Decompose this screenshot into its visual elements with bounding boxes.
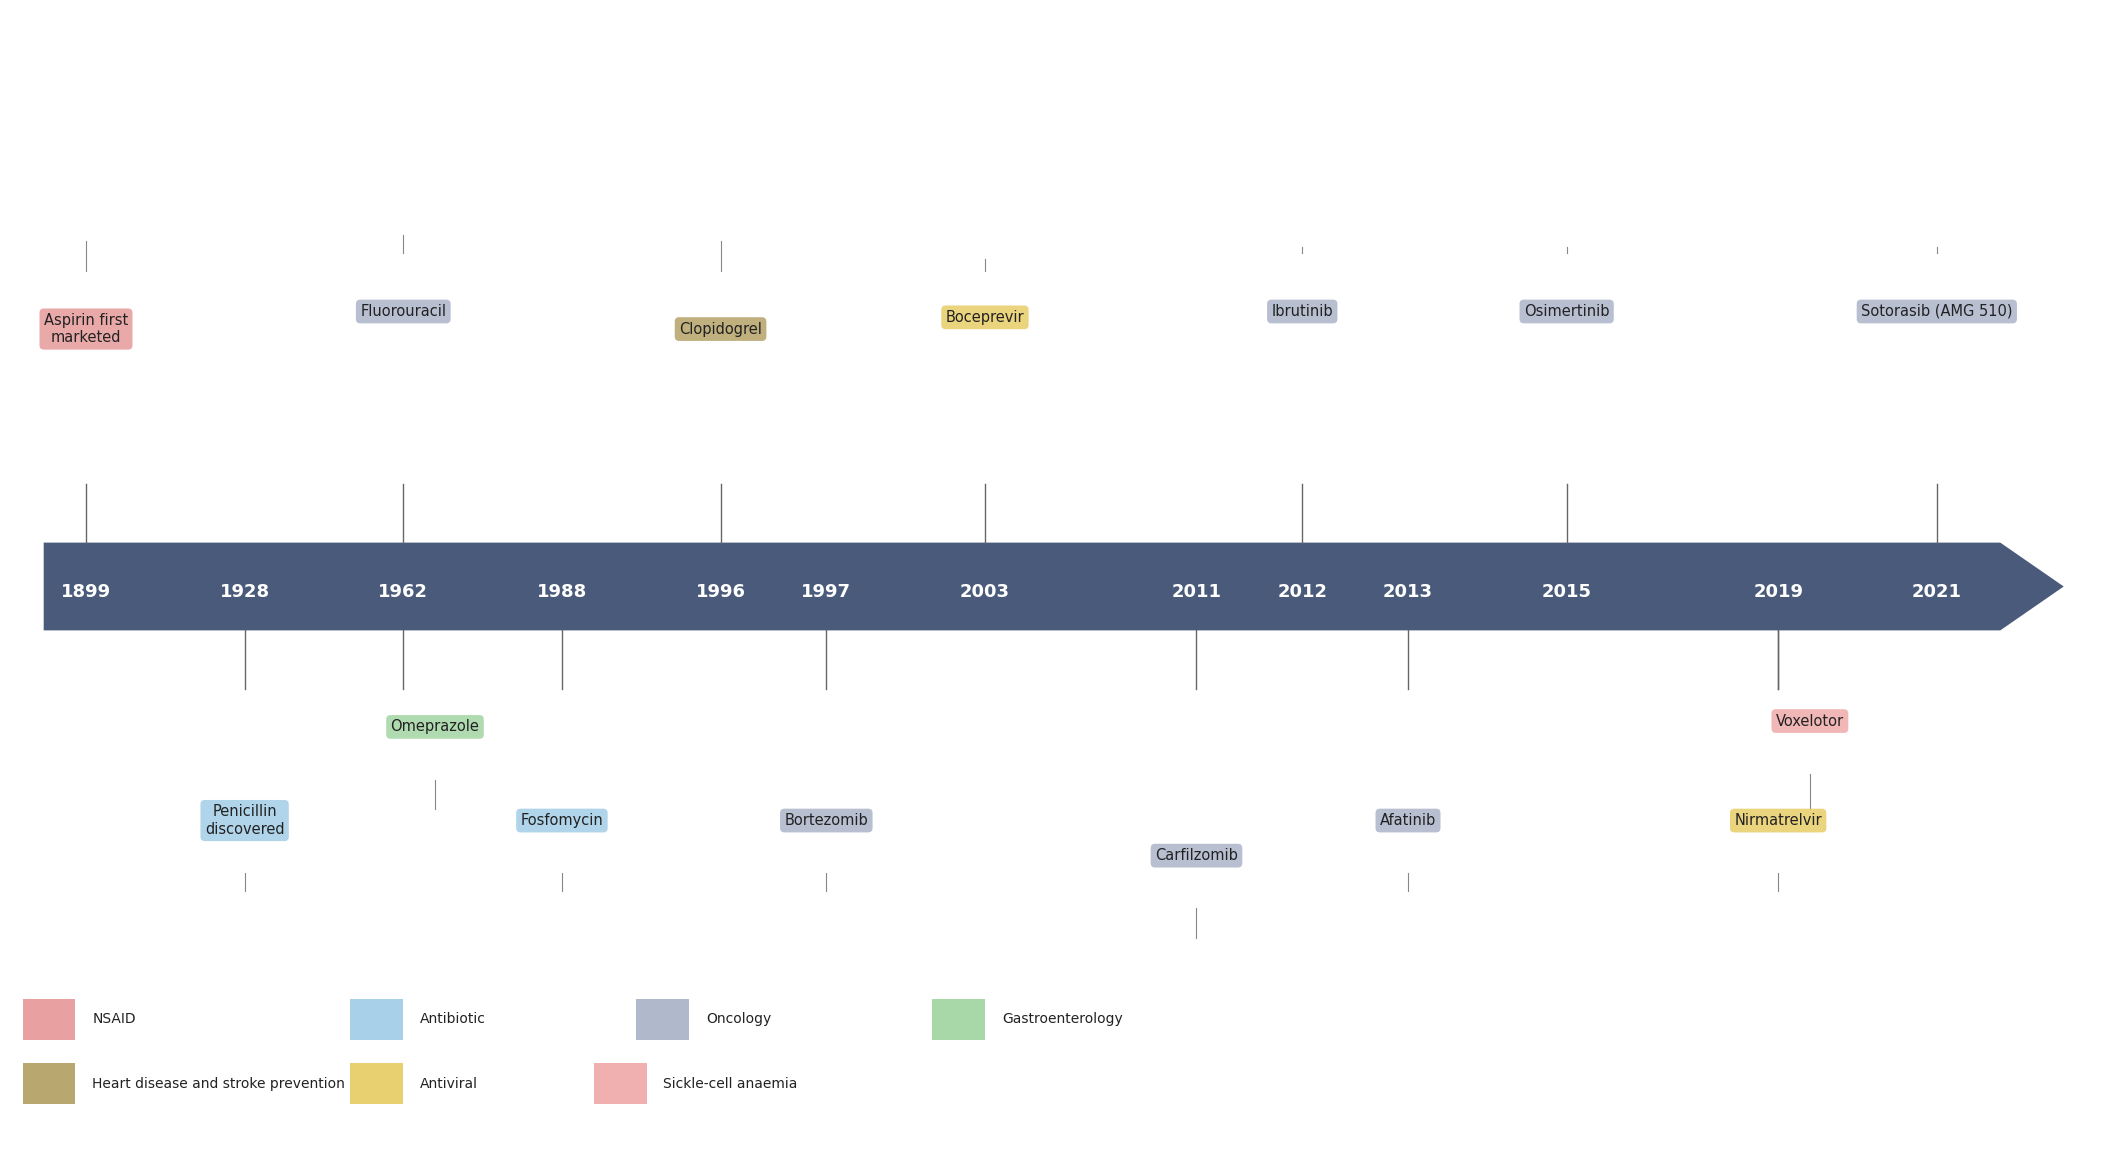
Text: Osimertinib: Osimertinib	[1525, 304, 1610, 319]
Text: 1988: 1988	[536, 583, 587, 602]
Text: 2003: 2003	[959, 583, 1010, 602]
FancyBboxPatch shape	[593, 1064, 646, 1104]
Text: Omeprazole: Omeprazole	[390, 719, 479, 734]
Text: Nirmatrelvir: Nirmatrelvir	[1735, 813, 1821, 828]
Text: 1996: 1996	[695, 583, 746, 602]
Text: Penicillin
discovered: Penicillin discovered	[205, 805, 284, 836]
Text: Heart disease and stroke prevention: Heart disease and stroke prevention	[93, 1077, 345, 1091]
Text: Gastroenterology: Gastroenterology	[1002, 1012, 1123, 1026]
Text: Sickle-cell anaemia: Sickle-cell anaemia	[663, 1077, 798, 1091]
Polygon shape	[44, 543, 2063, 630]
Text: 2013: 2013	[1383, 583, 1434, 602]
FancyBboxPatch shape	[349, 1064, 402, 1104]
Text: 1997: 1997	[801, 583, 851, 602]
Text: NSAID: NSAID	[93, 1012, 136, 1026]
Text: Boceprevir: Boceprevir	[945, 310, 1025, 325]
FancyBboxPatch shape	[932, 999, 985, 1040]
Text: 2012: 2012	[1277, 583, 1328, 602]
Text: Ibrutinib: Ibrutinib	[1271, 304, 1332, 319]
Text: Antibiotic: Antibiotic	[419, 1012, 485, 1026]
Text: Bortezomib: Bortezomib	[784, 813, 868, 828]
Text: Fluorouracil: Fluorouracil	[360, 304, 447, 319]
Text: Carfilzomib: Carfilzomib	[1154, 848, 1237, 863]
Text: 1962: 1962	[379, 583, 428, 602]
Text: 2021: 2021	[1913, 583, 1961, 602]
Text: Sotorasib (AMG 510): Sotorasib (AMG 510)	[1862, 304, 2012, 319]
Text: 2015: 2015	[1542, 583, 1591, 602]
Text: 1928: 1928	[220, 583, 269, 602]
Text: 1899: 1899	[61, 583, 110, 602]
FancyBboxPatch shape	[23, 999, 76, 1040]
Text: Oncology: Oncology	[705, 1012, 771, 1026]
Text: Afatinib: Afatinib	[1381, 813, 1436, 828]
FancyBboxPatch shape	[23, 1064, 76, 1104]
Text: 2011: 2011	[1171, 583, 1222, 602]
Text: Antiviral: Antiviral	[419, 1077, 479, 1091]
Text: Voxelotor: Voxelotor	[1775, 713, 1845, 728]
Text: 2019: 2019	[1754, 583, 1802, 602]
Text: Aspirin first
marketed: Aspirin first marketed	[44, 313, 127, 345]
Text: Fosfomycin: Fosfomycin	[521, 813, 604, 828]
Text: Clopidogrel: Clopidogrel	[680, 321, 762, 337]
FancyBboxPatch shape	[349, 999, 402, 1040]
FancyBboxPatch shape	[635, 999, 688, 1040]
